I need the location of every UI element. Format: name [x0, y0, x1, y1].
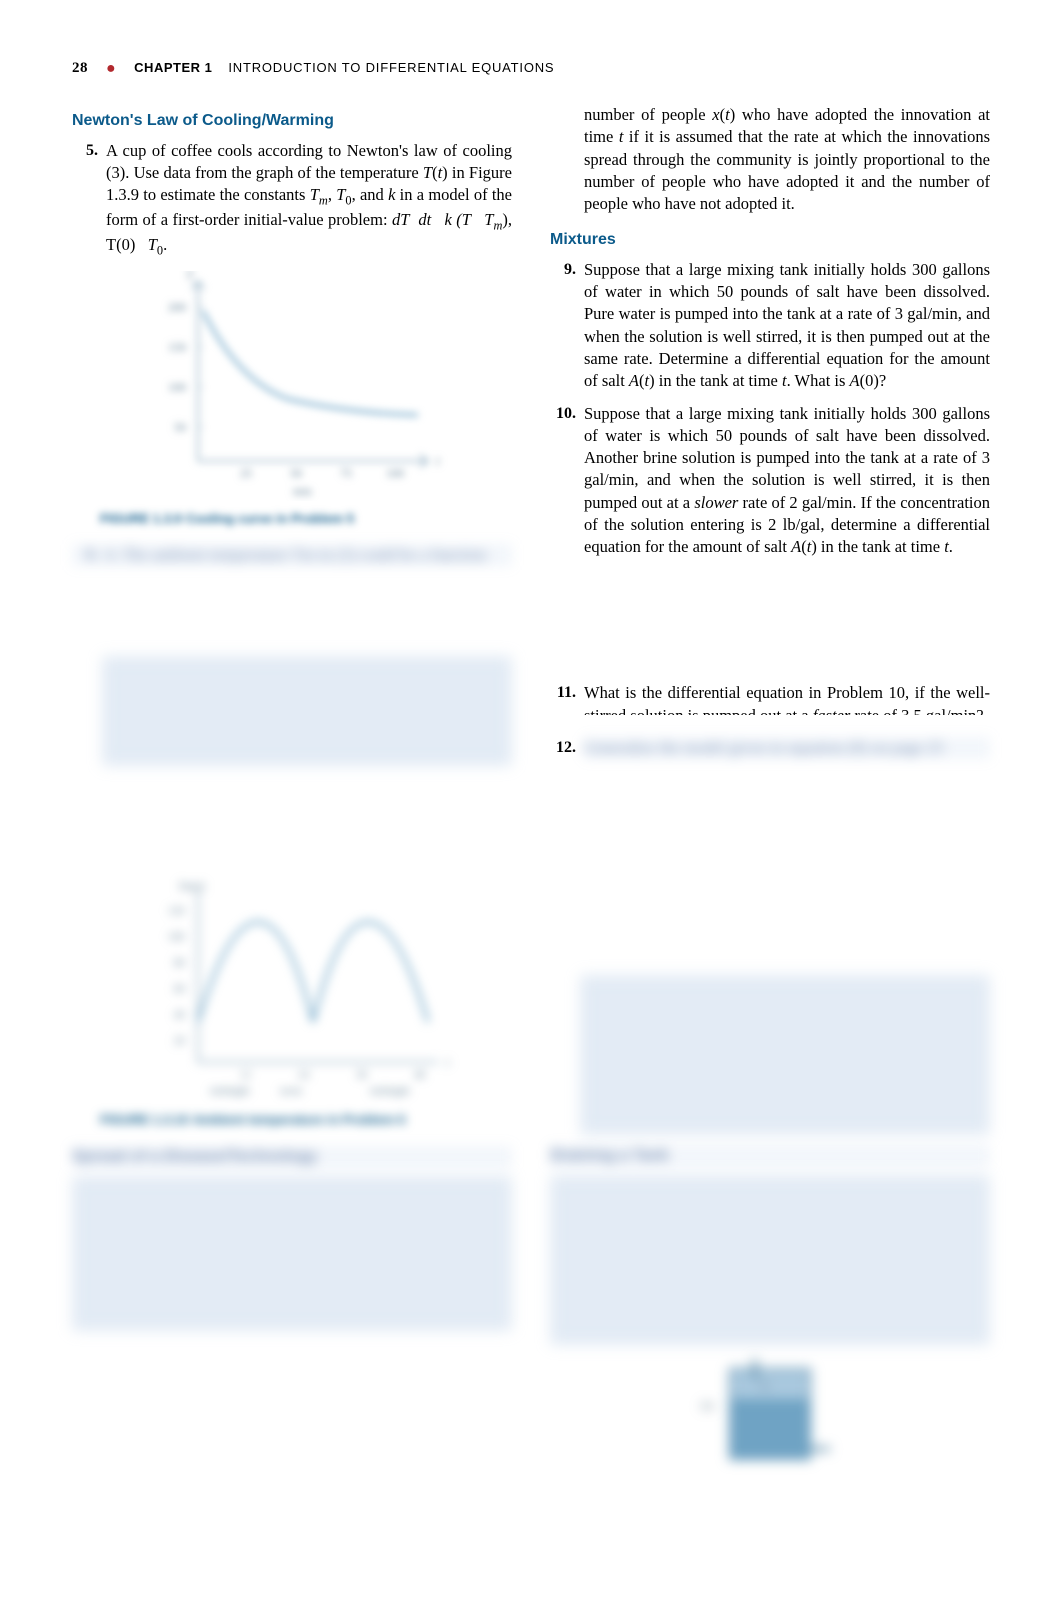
problem-body: A cup of coffee cools according to Newto…: [106, 140, 512, 260]
problem-number: 10.: [550, 403, 584, 559]
figure-1-3-9: T t 200 150 100 50 25 50 75 100 min: [94, 271, 512, 530]
problem-body: What is the differential equation in Pro…: [584, 682, 990, 727]
problem-6-blurred: 6. 6. The ambient temperature Tm in (3) …: [72, 544, 512, 566]
svg-text:t: t: [446, 1055, 450, 1069]
page-header: 28 ● CHAPTER 1 INTRODUCTION TO DIFFERENT…: [72, 60, 990, 78]
page-number: 28: [72, 60, 88, 76]
svg-text:Aw: Aw: [700, 1400, 715, 1412]
section-heading-cooling: Newton's Law of Cooling/Warming: [72, 110, 512, 132]
svg-text:100: 100: [168, 380, 186, 394]
blurred-text-block: [72, 1176, 512, 1331]
figure-1-3-10: Tm(t) t 120 100 80 60 40 20 12 24 36 48 …: [94, 882, 512, 1131]
svg-text:50: 50: [290, 466, 302, 480]
svg-text:T: T: [186, 271, 194, 282]
header-bullet: ●: [106, 60, 116, 77]
problem-5: 5. A cup of coffee cools according to Ne…: [72, 140, 512, 260]
svg-text:midnight: midnight: [210, 1085, 250, 1097]
chapter-label: CHAPTER 1: [134, 60, 212, 75]
cooling-curve-chart: T t 200 150 100 50 25 50 75 100 min: [148, 271, 458, 501]
svg-text:200: 200: [168, 300, 186, 314]
blurred-text-block: [550, 1175, 990, 1345]
svg-text:36: 36: [356, 1069, 368, 1081]
blurred-text-block: [102, 656, 512, 766]
problem-body: Suppose that a large mixing tank initial…: [584, 403, 990, 559]
blurred-text-block: [580, 975, 990, 1135]
continued-paragraph: number of people x(t) who have adopted t…: [550, 104, 990, 215]
svg-text:120: 120: [168, 905, 185, 917]
problem-number: 12.: [550, 737, 584, 759]
svg-text:48: 48: [414, 1069, 426, 1081]
svg-text:40: 40: [174, 1009, 186, 1021]
problem-number: 11.: [550, 682, 584, 727]
svg-text:100: 100: [168, 931, 185, 943]
problem-number: 9.: [550, 259, 584, 393]
problem-12: 12. Generalize the model given in equati…: [550, 737, 990, 759]
problem-10: 10. Suppose that a large mixing tank ini…: [550, 403, 990, 559]
svg-text:min: min: [293, 484, 312, 498]
problem-body-blurred: Generalize the model given in equation (…: [584, 737, 990, 759]
paragraph-body: number of people x(t) who have adopted t…: [584, 104, 990, 215]
svg-text:50: 50: [174, 420, 186, 434]
svg-text:h: h: [762, 1380, 768, 1392]
svg-text:Tm(t): Tm(t): [178, 882, 205, 893]
figure-caption: Ambient temperature in Problem 6: [193, 1112, 405, 1127]
section-heading-draining: Draining a Tank: [550, 1145, 990, 1167]
svg-text:midnight: midnight: [370, 1085, 410, 1097]
ambient-temp-chart: Tm(t) t 120 100 80 60 40 20 12 24 36 48 …: [138, 882, 468, 1102]
svg-text:t: t: [436, 453, 440, 468]
svg-text:20: 20: [174, 1035, 186, 1047]
section-heading-mixtures: Mixtures: [550, 229, 990, 251]
svg-text:noon: noon: [280, 1085, 303, 1097]
right-column: number of people x(t) who have adopted t…: [550, 104, 990, 1485]
svg-text:80: 80: [174, 957, 186, 969]
svg-text:60: 60: [174, 983, 186, 995]
svg-text:100: 100: [386, 466, 404, 480]
left-column: Newton's Law of Cooling/Warming 5. A cup…: [72, 104, 512, 1485]
problem-9: 9. Suppose that a large mixing tank init…: [550, 259, 990, 393]
figure-caption: Cooling curve in Problem 5: [186, 511, 354, 526]
figure-label: FIGURE 1.3.9: [100, 511, 182, 526]
svg-text:12: 12: [240, 1069, 251, 1081]
figure-label: FIGURE 1.3.10: [100, 1112, 189, 1127]
problem-11: 11. What is the differential equation in…: [550, 682, 990, 727]
svg-text:75: 75: [340, 466, 352, 480]
chapter-title: INTRODUCTION TO DIFFERENTIAL EQUATIONS: [228, 60, 554, 75]
section-heading-spread: Spread of a Disease/Technology: [72, 1146, 512, 1168]
tank-graphic: h Aw: [550, 1359, 990, 1485]
svg-text:25: 25: [240, 466, 252, 480]
svg-text:150: 150: [168, 340, 186, 354]
problem-number: 5.: [72, 140, 106, 260]
problem-body: Suppose that a large mixing tank initial…: [584, 259, 990, 393]
svg-text:24: 24: [298, 1069, 310, 1081]
